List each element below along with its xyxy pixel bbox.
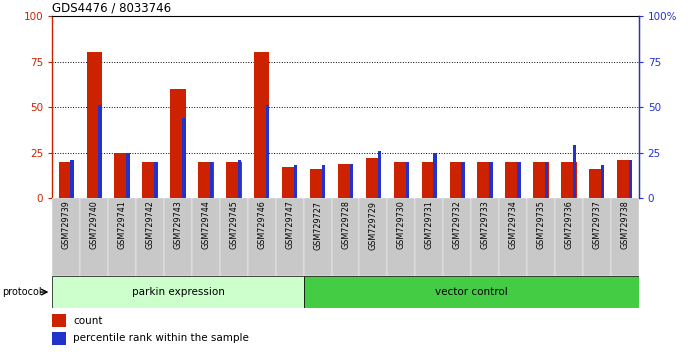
Bar	[338, 164, 353, 198]
Text: GSM729746: GSM729746	[258, 201, 266, 249]
Bar	[583, 198, 611, 276]
Text: GSM729730: GSM729730	[397, 201, 406, 249]
Text: GSM729736: GSM729736	[565, 201, 573, 249]
Bar	[59, 162, 74, 198]
Text: GSM729744: GSM729744	[202, 201, 210, 249]
Bar	[136, 198, 164, 276]
Bar	[182, 118, 186, 198]
Text: vector control: vector control	[435, 287, 507, 297]
Bar	[617, 160, 632, 198]
Text: parkin expression: parkin expression	[131, 287, 225, 297]
Bar	[573, 145, 577, 198]
Bar	[164, 198, 192, 276]
Bar	[489, 162, 493, 198]
Bar	[154, 162, 158, 198]
Text: GSM729747: GSM729747	[285, 201, 294, 250]
Text: GSM729738: GSM729738	[621, 201, 629, 249]
Bar	[52, 198, 80, 276]
Bar	[629, 160, 632, 198]
Bar	[98, 105, 102, 198]
Bar	[226, 162, 242, 198]
Text: GSM729745: GSM729745	[230, 201, 238, 250]
Bar	[238, 160, 242, 198]
Bar	[170, 89, 186, 198]
Bar	[561, 162, 577, 198]
Text: GSM729734: GSM729734	[509, 201, 517, 249]
Text: count: count	[73, 316, 103, 326]
Bar	[276, 198, 304, 276]
Bar	[192, 198, 220, 276]
Bar	[477, 162, 493, 198]
Bar	[304, 198, 332, 276]
Text: GSM729741: GSM729741	[118, 201, 126, 249]
Bar	[322, 165, 325, 198]
Bar	[70, 160, 74, 198]
Bar	[126, 153, 130, 198]
Bar	[422, 162, 437, 198]
Bar	[415, 198, 443, 276]
Bar	[114, 153, 130, 198]
Bar	[52, 276, 304, 308]
Bar	[282, 167, 297, 198]
Bar	[294, 165, 297, 198]
Bar	[394, 162, 409, 198]
Bar	[406, 162, 409, 198]
Text: GSM729742: GSM729742	[146, 201, 154, 250]
Bar	[310, 169, 325, 198]
Bar	[142, 162, 158, 198]
Text: GSM729743: GSM729743	[174, 201, 182, 249]
Bar	[499, 198, 527, 276]
Bar	[461, 162, 465, 198]
Text: GSM729731: GSM729731	[425, 201, 433, 249]
Bar	[350, 164, 353, 198]
Bar	[517, 162, 521, 198]
Bar	[266, 105, 269, 198]
Bar	[198, 162, 214, 198]
Bar	[387, 198, 415, 276]
Text: GSM729729: GSM729729	[369, 201, 378, 250]
Bar	[601, 165, 604, 198]
Bar	[443, 198, 471, 276]
Text: protocol: protocol	[3, 287, 43, 297]
Bar	[87, 52, 102, 198]
Bar	[589, 169, 604, 198]
Text: GDS4476 / 8033746: GDS4476 / 8033746	[52, 2, 172, 15]
Text: percentile rank within the sample: percentile rank within the sample	[73, 333, 249, 343]
Bar	[366, 158, 381, 198]
Bar	[359, 198, 387, 276]
Text: GSM729737: GSM729737	[593, 201, 601, 250]
Bar	[433, 153, 437, 198]
Bar	[378, 151, 381, 198]
Bar	[52, 332, 66, 345]
Bar	[533, 162, 549, 198]
Bar	[304, 276, 639, 308]
Text: GSM729740: GSM729740	[90, 201, 98, 249]
Bar	[254, 52, 269, 198]
Text: GSM729732: GSM729732	[453, 201, 461, 250]
Bar	[220, 198, 248, 276]
Text: GSM729727: GSM729727	[313, 201, 322, 250]
Bar	[80, 198, 108, 276]
Bar	[210, 162, 214, 198]
Bar	[52, 314, 66, 327]
Text: GSM729733: GSM729733	[481, 201, 489, 249]
Bar	[248, 198, 276, 276]
Bar	[471, 198, 499, 276]
Text: GSM729739: GSM729739	[62, 201, 70, 250]
Bar	[505, 162, 521, 198]
Bar	[611, 198, 639, 276]
Bar	[555, 198, 583, 276]
Bar	[108, 198, 136, 276]
Text: GSM729735: GSM729735	[537, 201, 545, 250]
Bar	[332, 198, 359, 276]
Bar	[527, 198, 555, 276]
Bar	[545, 162, 549, 198]
Text: GSM729728: GSM729728	[341, 201, 350, 250]
Bar	[450, 162, 465, 198]
